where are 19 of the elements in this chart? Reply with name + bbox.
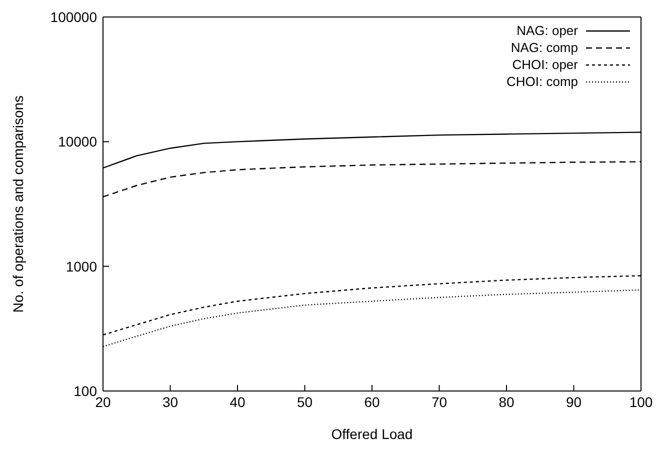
legend-label: CHOI: oper: [512, 57, 578, 72]
y-tick-label: 100: [74, 382, 98, 399]
y-tick-label: 1000: [66, 258, 98, 274]
legend-label: NAG: comp: [510, 40, 578, 55]
x-tick-label: 80: [498, 394, 514, 410]
x-tick-label: 50: [296, 394, 313, 410]
x-tick-label: 40: [230, 394, 246, 410]
x-axis-title: Offered Load: [331, 426, 413, 442]
x-tick-label: 90: [566, 394, 582, 410]
x-tick-label: 70: [431, 394, 448, 410]
y-tick-label: 10000: [58, 134, 98, 150]
x-tick-label: 30: [162, 394, 178, 410]
y-tick-label: 100000: [50, 8, 98, 25]
legend-label: NAG: oper: [516, 23, 578, 38]
x-tick-label: 20: [95, 394, 111, 410]
x-tick-label: 100: [629, 394, 653, 410]
y-axis-title: No. of operations and comparisons: [10, 95, 26, 313]
legend-label: CHOI: comp: [506, 74, 578, 89]
x-tick-label: 60: [364, 394, 380, 410]
